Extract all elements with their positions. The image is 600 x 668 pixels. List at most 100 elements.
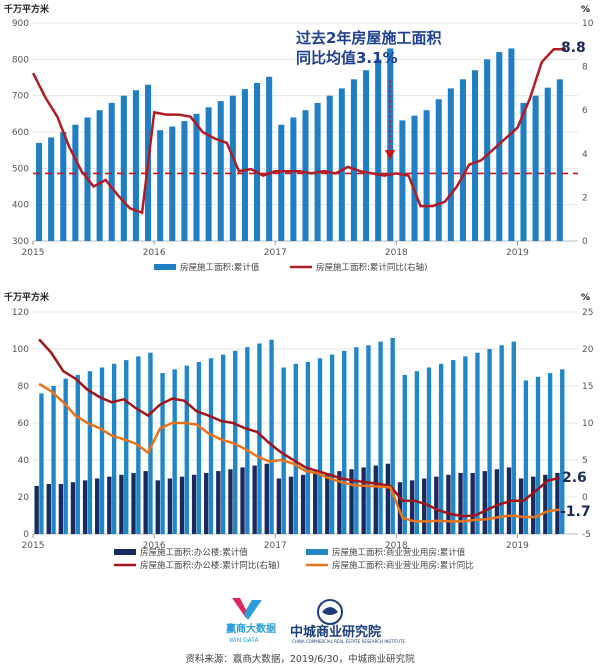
c2-bar-b (560, 369, 565, 534)
c2-bar-b (148, 352, 153, 534)
chart-1: 千万平方米 % 300 400 500 600 700 800 900 0 2 4 6 8 10 20… (4, 3, 594, 273)
c2-bar-b (111, 363, 117, 534)
c2-bar-b (51, 386, 56, 534)
c1-bar-a (496, 52, 503, 241)
c2-bar-a (143, 471, 148, 534)
c2-bar-a (531, 476, 536, 534)
c2-bar-a (397, 482, 403, 534)
c2-bar-b (305, 361, 311, 534)
c2-bar-a (179, 476, 185, 534)
c2-bar-a (313, 472, 318, 534)
chart2-end-label-office: 2.6 (562, 470, 587, 486)
source-note: 资料来源：赢商大数据，2019/6/30，中城商业研究院 (185, 653, 415, 665)
c2-bar-a (252, 465, 257, 534)
c2-right-tick: -5 (582, 530, 591, 540)
c2-bar-b (451, 360, 456, 534)
c1-left-tick: 400 (12, 201, 29, 211)
c1-bar-a (108, 102, 115, 241)
c1-bar-a (387, 48, 394, 241)
chart1-legend-line-label: 房屋施工面积:累计同比(右轴) (316, 262, 428, 273)
chart2-legend-office-line-label: 房屋施工面积:办公楼:累计同比(右轴) (140, 560, 280, 571)
c2-bar-a (155, 480, 160, 534)
c2-bar-b (378, 341, 383, 534)
c2-bar-b (499, 345, 504, 534)
c2-bar-b (475, 352, 480, 534)
c1-x-tick: 2016 (143, 248, 166, 258)
chart1-legend-bar-label: 房屋施工面积:累计值 (180, 262, 260, 273)
c1-x-tick: 2018 (385, 248, 408, 258)
c2-bar-b (342, 350, 347, 534)
c2-left-tick: 40 (18, 456, 30, 466)
c2-bar-a (288, 476, 294, 534)
c1-bar-a (181, 121, 188, 241)
c1-left-tick: 600 (12, 128, 29, 138)
c2-bar-b (87, 371, 93, 534)
c1-bar-a (508, 48, 515, 241)
chart1-left-unit: 千万平方米 (4, 3, 50, 15)
c1-bar-a (169, 126, 176, 241)
c1-left-tick: 500 (12, 164, 29, 174)
c2-x-tick: 2017 (264, 541, 287, 551)
c2-x-tick: 2018 (385, 541, 408, 551)
chart1-annotation-line2: 同比均值3.1% (296, 49, 398, 67)
chart2-legend-office-bar-label: 房屋施工面积:办公楼:累计值 (140, 547, 248, 558)
c1-bar-a (447, 88, 454, 242)
c2-bar-b (245, 347, 250, 534)
c2-bar-b (99, 367, 105, 534)
c2-bar-b (463, 356, 468, 534)
chart2-office-yoy-line (38, 338, 561, 518)
c1-right-tick: 10 (582, 19, 594, 29)
research-institute-emblem (317, 599, 343, 625)
c2-bar-b (160, 373, 165, 534)
chart2-legend-office-bar-swatch (114, 549, 136, 555)
c2-bar-b (523, 380, 529, 534)
c1-bar-a (302, 110, 309, 241)
win-data-logo-mark-blue (244, 600, 262, 620)
chart1-right-unit: % (581, 5, 590, 15)
c2-left-tick: 60 (18, 419, 30, 429)
c2-left-tick: 0 (23, 530, 29, 540)
c2-bar-b (39, 393, 44, 534)
c2-bar-b (233, 350, 238, 534)
c2-bar-b (124, 360, 129, 534)
c1-x-tick: 2017 (264, 248, 287, 258)
win-data-logo-cn: 赢商大数据 (226, 622, 276, 635)
c2-bar-a (167, 478, 173, 534)
c2-bar-b (547, 373, 553, 534)
c2-bar-a (264, 463, 269, 534)
c1-bar-a (120, 95, 127, 242)
c2-left-tick: 100 (12, 345, 29, 355)
chart1-end-label: 8.8 (561, 40, 586, 56)
c2-left-tick: 120 (12, 308, 29, 318)
c2-bar-a (46, 484, 51, 534)
c2-bar-a (34, 485, 39, 534)
c1-bar-a (350, 79, 357, 241)
c2-bar-a (482, 471, 487, 534)
c2-bar-a (191, 474, 197, 534)
c2-bar-a (107, 476, 112, 534)
c2-bar-a (434, 476, 439, 534)
research-institute-name: 中城商业研究院 (290, 624, 381, 640)
c2-bar-a (70, 482, 76, 534)
c2-bar-b (220, 354, 226, 534)
c1-bar-a (363, 70, 370, 241)
c1-left-tick: 800 (12, 55, 29, 65)
c1-x-tick: 2019 (506, 248, 529, 258)
win-data-logo: 赢商大数据 WIN DATA (226, 598, 276, 644)
c2-bar-a (458, 472, 463, 534)
chart2-legend-commercial-line-label: 房屋施工面积:商业营业用房:累计同比 (332, 560, 474, 571)
c2-bar-b (414, 371, 420, 534)
c1-bar-a (96, 110, 103, 241)
c2-bar-b (366, 345, 371, 534)
c2-bar-b (317, 358, 323, 534)
c1-bar-a (254, 82, 261, 241)
c1-left-tick: 900 (12, 19, 29, 29)
c2-bar-b (196, 361, 202, 534)
c2-bar-a (409, 480, 415, 534)
c2-bar-a (58, 484, 64, 534)
c2-bar-a (228, 469, 233, 534)
c1-right-tick: 2 (582, 193, 588, 203)
chart1-annotation-arrowhead (385, 150, 395, 160)
c1-bar-a (132, 90, 139, 241)
c2-bar-a (82, 480, 88, 534)
